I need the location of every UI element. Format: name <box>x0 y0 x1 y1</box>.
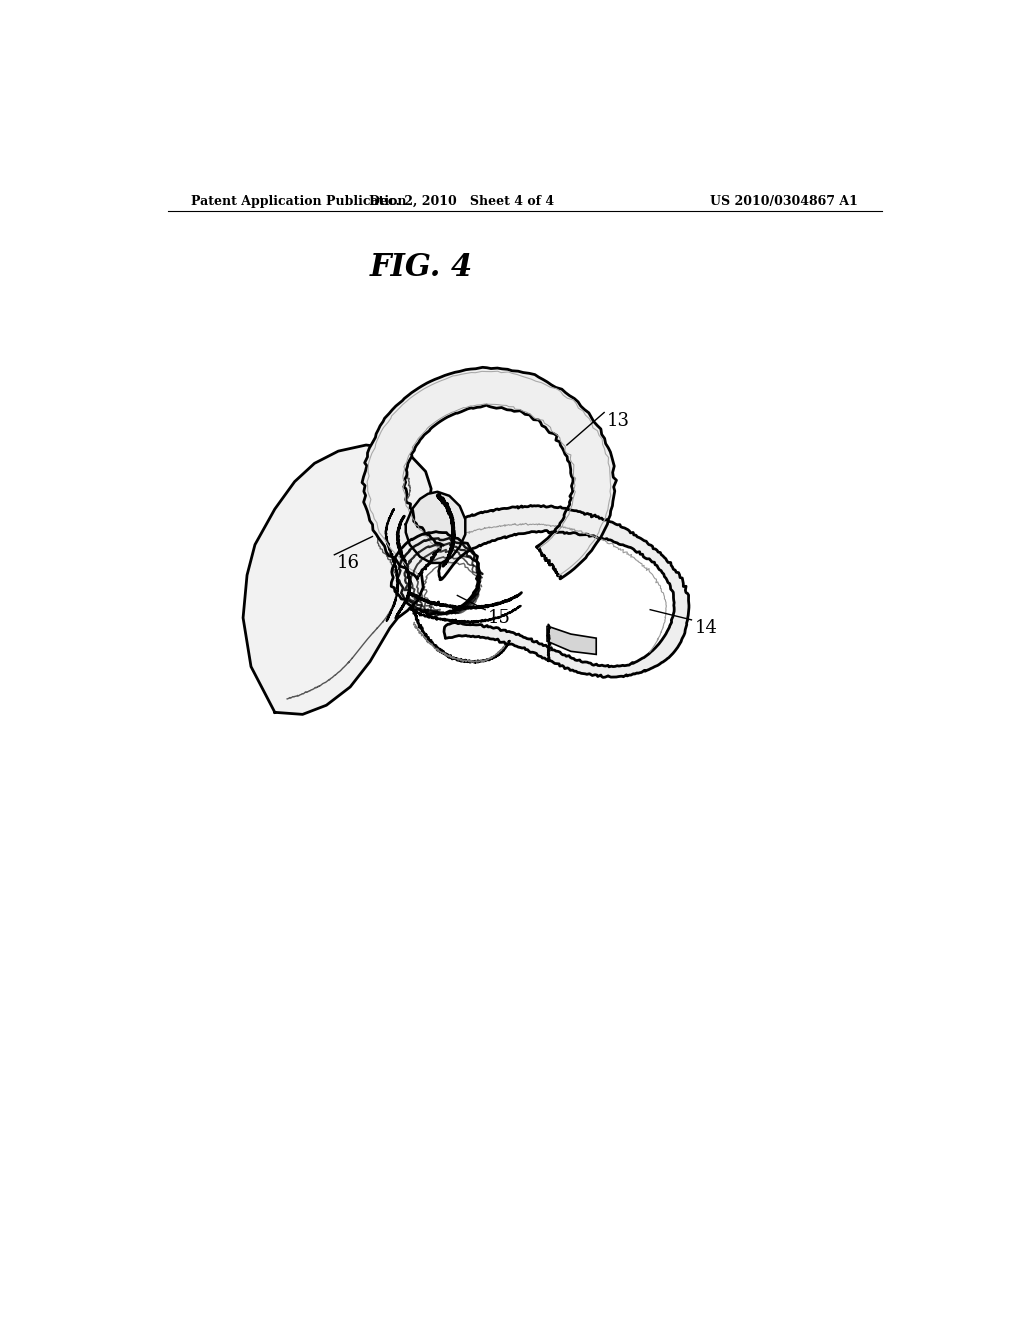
Polygon shape <box>406 492 465 562</box>
Text: Patent Application Publication: Patent Application Publication <box>191 194 407 207</box>
Text: 13: 13 <box>607 412 630 429</box>
Text: FIG. 4: FIG. 4 <box>370 252 473 282</box>
Text: Dec. 2, 2010   Sheet 4 of 4: Dec. 2, 2010 Sheet 4 of 4 <box>369 194 554 207</box>
Polygon shape <box>547 626 596 655</box>
Text: 16: 16 <box>337 554 360 572</box>
Polygon shape <box>445 506 687 677</box>
Polygon shape <box>364 368 614 578</box>
Text: 15: 15 <box>488 609 511 627</box>
Text: 14: 14 <box>694 619 717 638</box>
Polygon shape <box>243 445 431 714</box>
Text: US 2010/0304867 A1: US 2010/0304867 A1 <box>711 194 858 207</box>
